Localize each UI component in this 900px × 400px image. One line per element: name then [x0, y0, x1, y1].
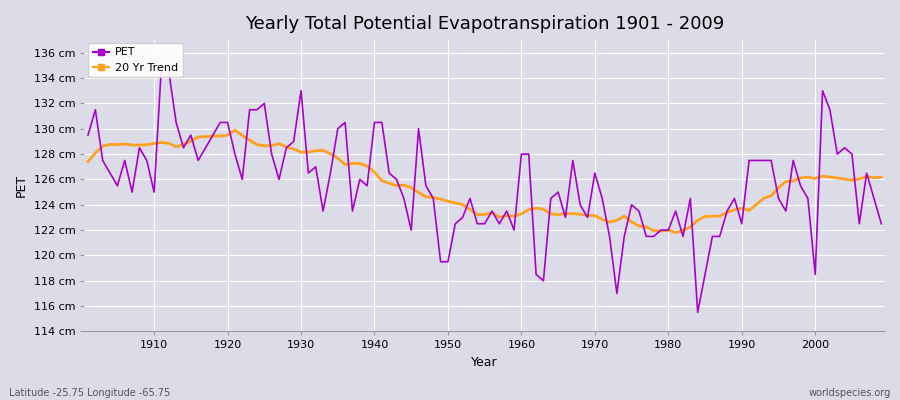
Y-axis label: PET: PET [15, 174, 28, 197]
Text: Latitude -25.75 Longitude -65.75: Latitude -25.75 Longitude -65.75 [9, 388, 170, 398]
Legend: PET, 20 Yr Trend: PET, 20 Yr Trend [88, 43, 183, 78]
Title: Yearly Total Potential Evapotranspiration 1901 - 2009: Yearly Total Potential Evapotranspiratio… [245, 15, 724, 33]
X-axis label: Year: Year [472, 356, 498, 369]
Text: worldspecies.org: worldspecies.org [809, 388, 891, 398]
